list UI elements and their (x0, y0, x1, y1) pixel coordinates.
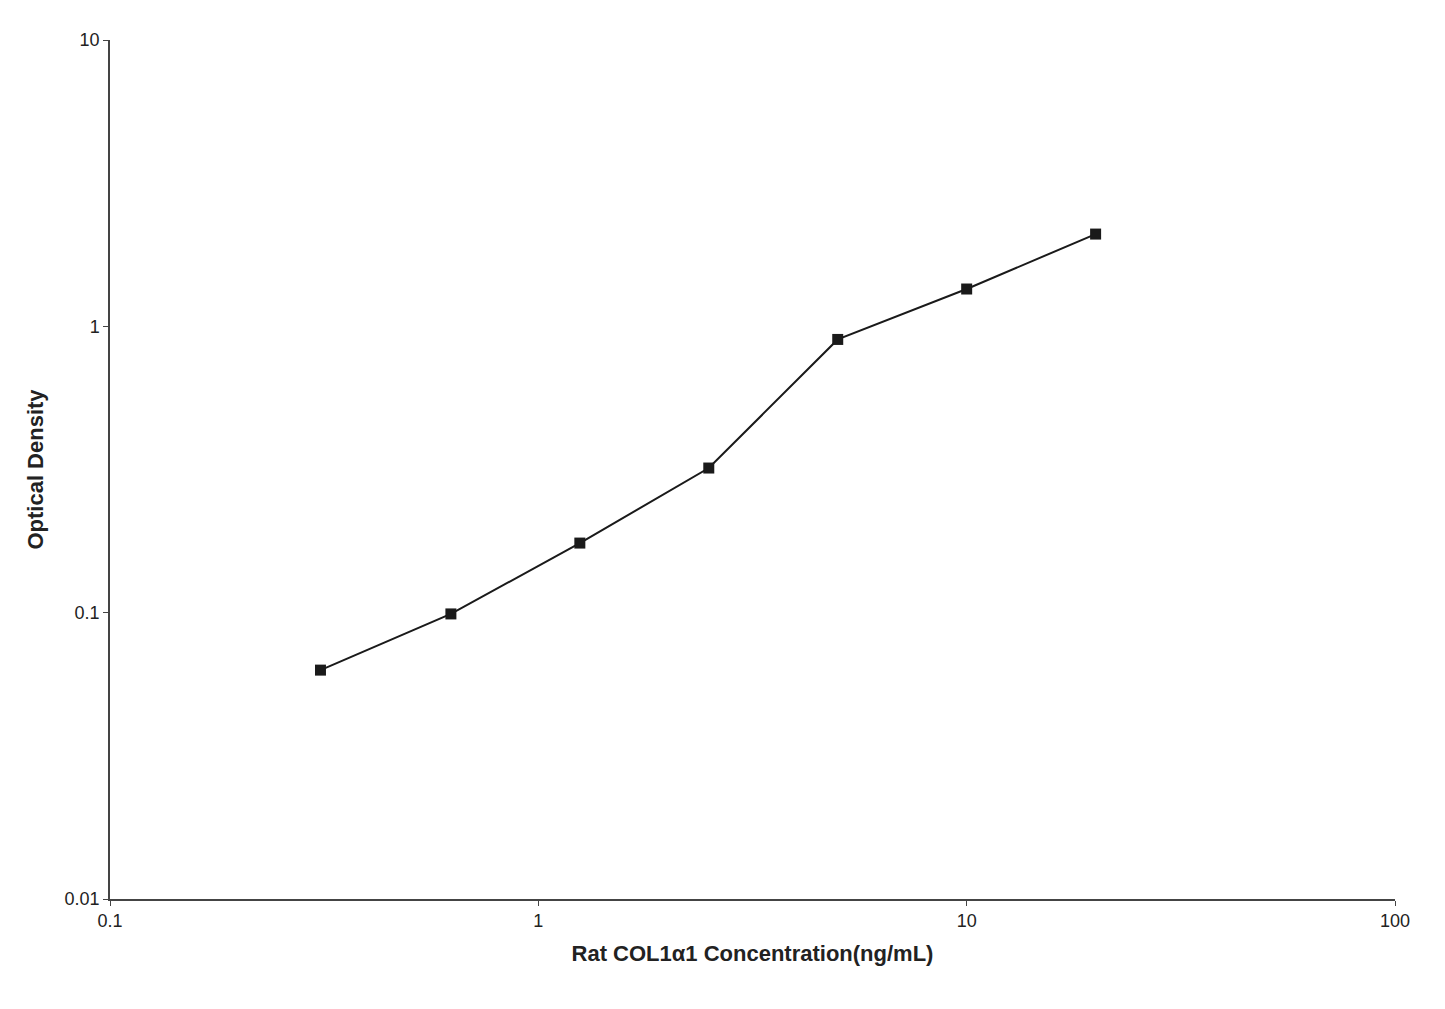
svg-text:100: 100 (1380, 911, 1410, 931)
svg-text:0.1: 0.1 (75, 603, 100, 623)
svg-text:1: 1 (90, 317, 100, 337)
svg-text:Optical Density: Optical Density (23, 389, 48, 550)
svg-text:10: 10 (80, 30, 100, 50)
svg-text:1: 1 (533, 911, 543, 931)
svg-text:0.1: 0.1 (97, 911, 122, 931)
svg-text:0.01: 0.01 (65, 889, 100, 909)
svg-text:Rat COL1α1 Concentration(ng/mL: Rat COL1α1 Concentration(ng/mL) (572, 941, 934, 966)
svg-text:10: 10 (957, 911, 977, 931)
